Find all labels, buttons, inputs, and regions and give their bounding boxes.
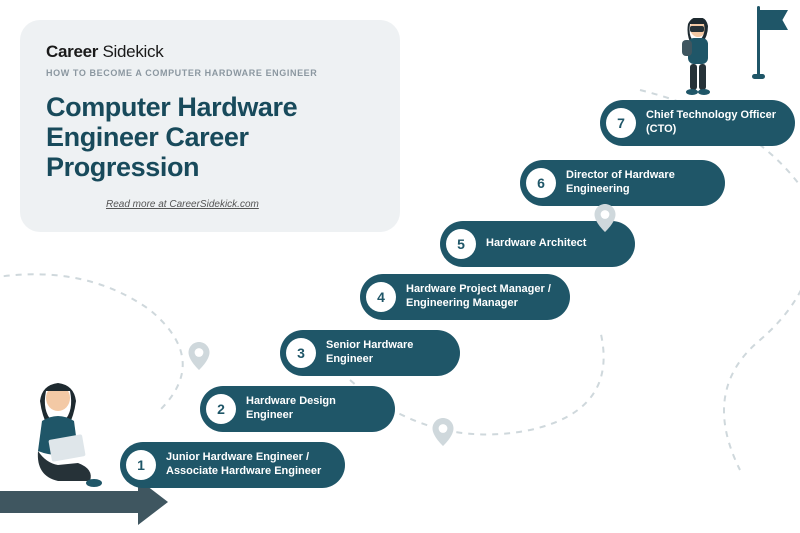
step-number: 3 <box>286 338 316 368</box>
step-label: Director of Hardware Engineering <box>566 169 707 197</box>
career-step-7: 7 Chief Technology Officer (CTO) <box>600 100 795 146</box>
step-number: 1 <box>126 450 156 480</box>
page-title: Computer Hardware Engineer Career Progre… <box>46 92 374 183</box>
read-more-link[interactable]: Read more at CareerSidekick.com <box>106 199 259 210</box>
step-label: Hardware Architect <box>486 237 586 251</box>
career-step-1: 1 Junior Hardware Engineer / Associate Ha… <box>120 442 345 488</box>
step-number: 5 <box>446 229 476 259</box>
header-panel: Career Sidekick HOW TO BECOME A COMPUTER… <box>20 20 400 232</box>
step-number: 6 <box>526 168 556 198</box>
career-step-2: 2 Hardware Design Engineer <box>200 386 395 432</box>
brand-logo: Career Sidekick <box>46 42 374 62</box>
page-subtitle: HOW TO BECOME A COMPUTER HARDWARE ENGINE… <box>46 68 374 78</box>
career-step-3: 3 Senior Hardware Engineer <box>280 330 460 376</box>
step-label: Chief Technology Officer (CTO) <box>646 109 777 137</box>
step-label: Junior Hardware Engineer / Associate Har… <box>166 451 327 479</box>
step-number: 4 <box>366 282 396 312</box>
map-pin-icon <box>594 204 616 232</box>
map-pin-icon <box>188 342 210 370</box>
person-summit-illustration <box>672 18 722 96</box>
career-step-4: 4 Hardware Project Manager / Engineering … <box>360 274 570 320</box>
brand-light: Sidekick <box>98 42 163 61</box>
start-arrow <box>0 487 170 517</box>
step-label: Senior Hardware Engineer <box>326 339 442 367</box>
step-label: Hardware Design Engineer <box>246 395 377 423</box>
step-number: 7 <box>606 108 636 138</box>
brand-bold: Career <box>46 42 98 61</box>
career-step-6: 6 Director of Hardware Engineering <box>520 160 725 206</box>
step-label: Hardware Project Manager / Engineering M… <box>406 283 552 311</box>
person-start-illustration <box>18 381 108 491</box>
map-pin-icon <box>432 418 454 446</box>
step-number: 2 <box>206 394 236 424</box>
summit-flag <box>757 6 760 76</box>
